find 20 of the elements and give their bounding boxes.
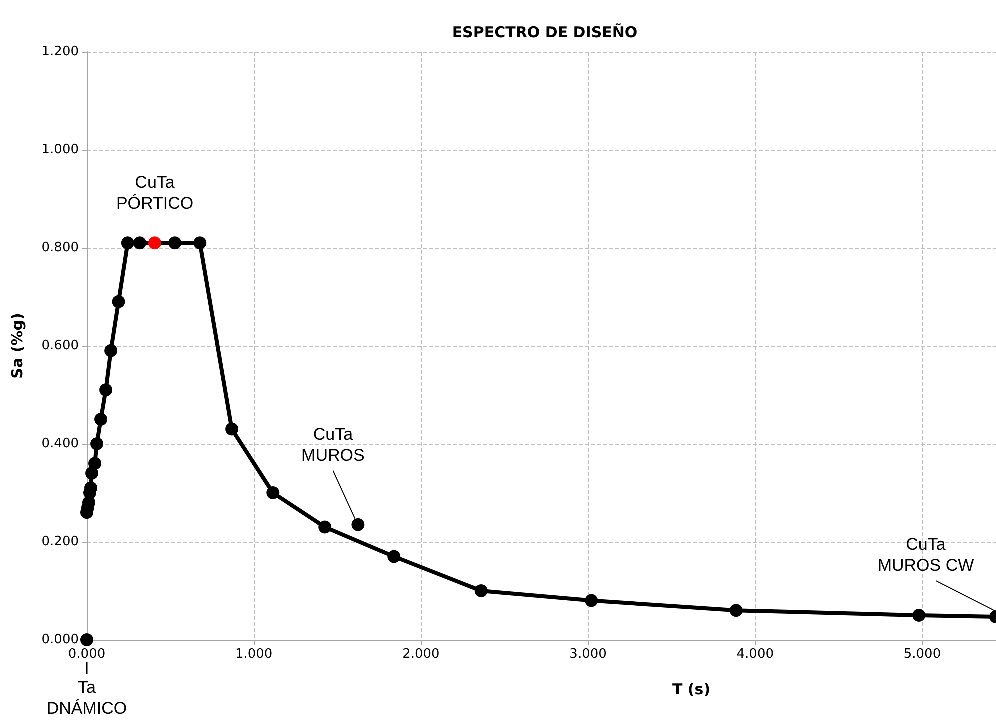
x-tick-label: 5.000 [904,647,942,662]
x-tick-label: 4.000 [736,647,774,662]
annotation: CuTa MUROS CW [878,534,974,575]
x-tick-label: 1.000 [235,647,273,662]
annotation: Ta DNÁMICO [46,678,128,718]
x-axis-title: T (s) [672,680,711,698]
x-tick-label: 2.000 [402,647,440,662]
y-tick-label: 0.600 [42,338,79,354]
y-tick-label: 0.000 [42,632,79,648]
y-axis-title: Sa (%g) [8,313,26,379]
y-tick-label: 1.200 [42,44,79,60]
y-tick-label: 0.400 [42,436,79,452]
chart-title: ESPECTRO DE DISEÑO [452,24,638,42]
y-tick-label: 0.800 [42,240,79,256]
y-tick-label: 1.000 [42,142,79,158]
annotation: CuTa MUROS [302,424,365,465]
x-tick-label: 3.000 [570,647,607,662]
y-tick-label: 0.200 [42,534,79,550]
x-tick-label: 0.000 [68,647,106,662]
annotation: CuTa PÓRTICO [116,173,194,214]
